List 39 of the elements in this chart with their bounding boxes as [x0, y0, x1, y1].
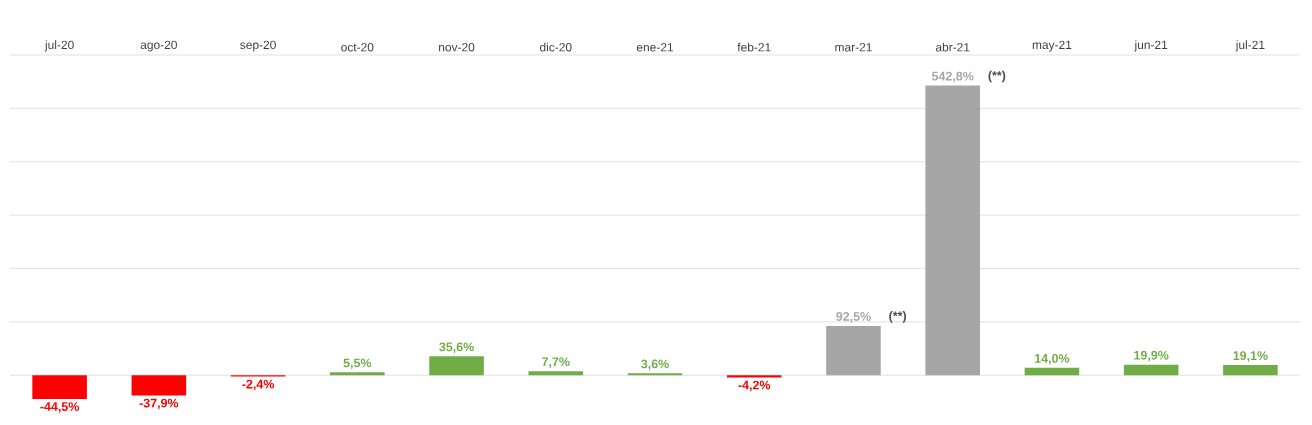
- data-label: -44,5%: [40, 402, 80, 413]
- annotation: (**): [889, 311, 907, 323]
- bar: [1024, 367, 1080, 376]
- annotation: (**): [988, 70, 1006, 83]
- x-tick-label: sep-20: [240, 40, 276, 52]
- data-label: 92,5%: [836, 312, 871, 323]
- data-label: 19,9%: [1134, 350, 1169, 362]
- x-tick-label: mar-21: [835, 43, 872, 52]
- bar: [131, 375, 187, 396]
- x-tick-label: jun-21: [1134, 40, 1168, 52]
- bar: [826, 325, 881, 376]
- x-tick-label: nov-20: [439, 43, 475, 52]
- data-label: 14,0%: [1035, 353, 1070, 365]
- bar: [925, 85, 980, 376]
- data-label: 35,6%: [439, 342, 474, 354]
- data-label: -4,2%: [738, 380, 771, 392]
- bar: [726, 375, 782, 378]
- x-tick-label: dic-20: [539, 42, 572, 52]
- bar: [32, 375, 87, 399]
- bar: [1223, 365, 1278, 376]
- data-label: 542,8%: [931, 71, 974, 83]
- x-tick-label: ene-21: [636, 43, 674, 52]
- data-label: -2,4%: [242, 379, 275, 391]
- x-tick-label: jul-21: [1235, 40, 1265, 52]
- data-label: 5,5%: [343, 358, 372, 370]
- data-label: 7,7%: [542, 357, 570, 368]
- bar: [429, 356, 484, 376]
- data-label: 3,6%: [641, 359, 669, 371]
- x-tick-label: jul-20: [44, 40, 74, 52]
- x-tick-label: feb-21: [737, 42, 771, 52]
- data-label: -37,9%: [139, 398, 179, 410]
- x-tick-label: may-21: [1032, 40, 1072, 52]
- bar: [1123, 364, 1179, 376]
- x-tick-label: ago-20: [140, 40, 177, 52]
- x-tick-label: oct-20: [341, 43, 374, 52]
- bar: [330, 372, 385, 376]
- bar: [528, 371, 584, 376]
- data-label: 19,1%: [1233, 351, 1268, 362]
- x-tick-label: abr-21: [935, 42, 970, 52]
